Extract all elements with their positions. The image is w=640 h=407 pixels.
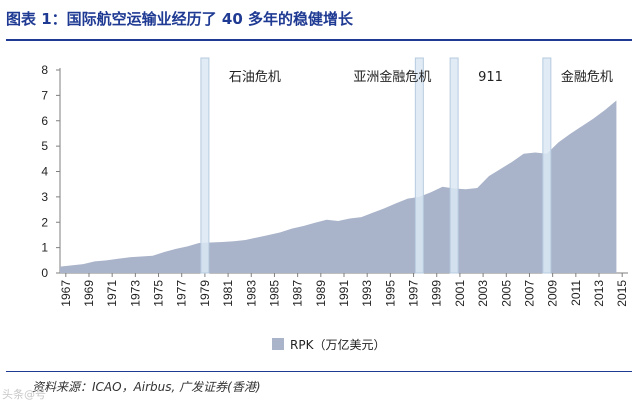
x-tick-label: 1993 [360,280,374,307]
x-tick-label: 1997 [407,280,421,307]
x-tick-label: 2011 [569,280,583,306]
x-tick-label: 2007 [522,280,536,307]
y-tick-label: 0 [41,266,48,280]
x-tick-label: 2013 [592,280,606,307]
x-tick-label: 1969 [82,280,96,307]
x-tick-label: 1973 [128,280,142,307]
x-tick-label: 1981 [221,280,235,307]
x-tick-label: 2001 [453,280,467,307]
footer-divider [6,371,632,372]
series-layer [60,100,617,273]
y-tick-label: 8 [41,63,48,77]
x-tick-label: 1991 [337,280,351,307]
watermark: 头条@号 [2,388,46,401]
title-divider [6,39,632,41]
crisis-band [542,57,552,274]
x-tick-label: 2009 [546,280,560,307]
figure-title: 图表 1：国际航空运输业经历了 40 多年的稳健增长 [6,10,353,28]
legend-swatch [272,338,284,350]
y-tick-label: 5 [41,139,48,153]
crisis-label: 911 [478,70,503,85]
y-tick-label: 1 [41,241,48,255]
y-tick-label: 2 [41,215,48,229]
x-tick-label: 1975 [152,280,166,307]
x-tick-label: 1999 [430,280,444,307]
y-tick-label: 6 [41,114,48,128]
crisis-band [414,57,424,274]
y-tick-label: 4 [41,165,48,179]
crisis-label: 石油危机 [229,70,281,85]
y-tick-label: 3 [41,190,48,204]
x-tick-label: 1977 [175,280,189,307]
x-tick-label: 2015 [615,280,629,307]
x-tick-label: 2003 [476,280,490,307]
x-tick-label: 1967 [59,280,73,307]
x-tick-label: 1985 [267,280,281,307]
x-tick-label: 1983 [244,280,258,307]
y-tick-label: 7 [41,88,48,102]
x-tick-label: 1971 [105,280,119,307]
crisis-label: 亚洲金融危机 [353,69,431,85]
crisis-label: 金融危机 [561,69,613,85]
crisis-band [449,57,459,274]
x-tick-label: 1995 [383,280,397,307]
x-tick-label: 1987 [291,280,305,307]
rpk-area-chart: 0 1 2 3 4 5 6 7 8 1967 1969 1971 1973 1975 1977 1979 198… [41,57,629,352]
legend: RPK（万亿美元） [272,337,385,352]
crisis-band-layer [200,57,552,274]
crisis-band [200,57,210,274]
label-layer: 0 1 2 3 4 5 6 7 8 1967 1969 1971 1973 1975 1977 1979 198… [41,63,629,307]
rpk-area [60,100,617,273]
x-tick-label: 2005 [499,280,513,307]
legend-label: RPK（万亿美元） [290,337,385,352]
x-tick-label: 1989 [314,280,328,307]
source-note: 资料来源：ICAO，Airbus, 广发证券(香港) [32,380,261,394]
x-tick-label: 1979 [198,280,212,307]
